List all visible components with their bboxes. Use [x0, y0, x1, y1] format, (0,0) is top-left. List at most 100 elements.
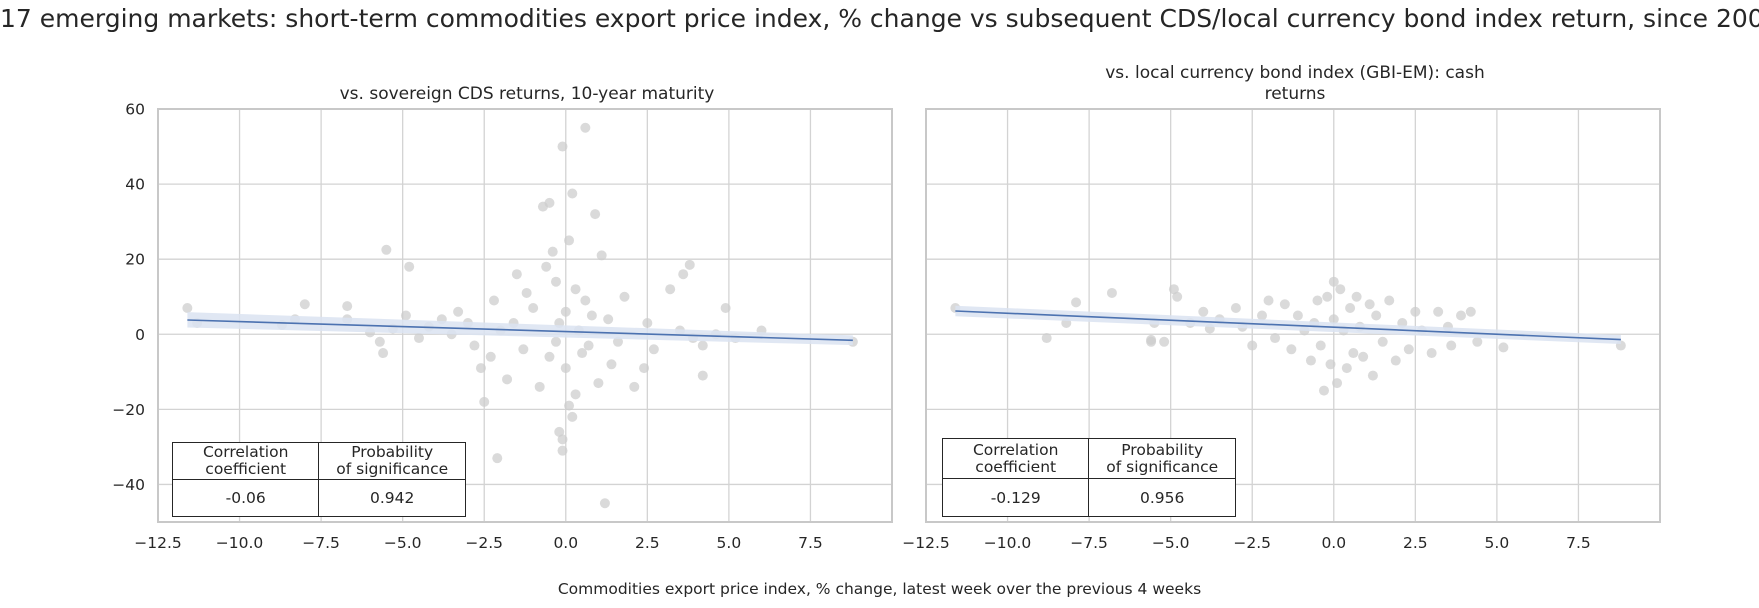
stats-header-text: Probability of significance	[1106, 440, 1219, 476]
scatter-point	[580, 122, 591, 133]
scatter-point	[678, 269, 689, 280]
scatter-point	[1345, 302, 1356, 313]
scatter-point	[557, 445, 568, 456]
stats-header-text: Correlation coefficient	[202, 443, 289, 478]
scatter-point	[577, 348, 588, 359]
scatter-point	[1446, 340, 1457, 351]
scatter-point	[489, 295, 500, 306]
scatter-point	[1270, 333, 1281, 344]
y-tick-label: −40	[112, 476, 145, 494]
scatter-point	[1465, 306, 1476, 317]
shared-x-axis-label: Commodities export price index, % change…	[557, 580, 1202, 598]
scatter-point	[583, 340, 594, 351]
scatter-point	[1325, 359, 1336, 370]
scatter-point	[619, 291, 630, 302]
stats-value-correlation: -0.129	[941, 478, 1090, 517]
stats-value-probability: 0.956	[1088, 478, 1236, 517]
x-tick-label: 7.5	[798, 534, 823, 552]
y-tick-label: −20	[112, 401, 145, 419]
scatter-point	[502, 374, 513, 385]
scatter-point	[1410, 306, 1421, 317]
scatter-point	[1168, 284, 1179, 295]
x-tick-label: 5.0	[1485, 534, 1510, 552]
x-tick-label: −5.0	[384, 534, 422, 552]
scatter-point	[606, 359, 617, 370]
panel-0: −12.5 −10.0 −7.5 −5.0 −2.5 0.0 2.5 5.0 7.5 −40 −20…	[112, 101, 893, 552]
x-tick-label: 0.0	[1321, 534, 1346, 552]
x-tick-label: 2.5	[1403, 534, 1428, 552]
scatter-point	[697, 340, 708, 351]
stats-header-correlation: Correlation coefficient	[941, 438, 1090, 479]
scatter-point	[1328, 314, 1339, 325]
regression-line	[955, 310, 1621, 341]
scatter-point	[550, 276, 561, 287]
y-tick-label: 40	[125, 176, 145, 194]
x-tick-label: 0.0	[553, 534, 578, 552]
scatter-point	[639, 363, 650, 374]
scatter-point	[1384, 295, 1395, 306]
scatter-point	[550, 336, 561, 347]
x-tick-label: −12.5	[902, 534, 950, 552]
scatter-point	[570, 389, 581, 400]
scatter-point	[642, 318, 653, 329]
x-tick-label: 5.0	[717, 534, 742, 552]
stats-header-probability: Probability of significance	[318, 442, 466, 480]
scatter-point	[1426, 348, 1437, 359]
scatter-point	[564, 235, 575, 246]
scatter-point	[1230, 302, 1241, 313]
stats-header-probability: Probability of significance	[1088, 438, 1236, 479]
scatter-point	[1159, 336, 1170, 347]
scatter-point	[1351, 291, 1362, 302]
stats-value-probability: 0.942	[318, 479, 466, 517]
scatter-point	[560, 306, 571, 317]
scatter-point	[1371, 310, 1382, 321]
scatter-point	[1498, 342, 1509, 353]
scatter-point	[665, 284, 676, 295]
scatter-point	[541, 261, 552, 272]
scatter-point	[564, 400, 575, 411]
stats-header-text: Correlation coefficient	[972, 440, 1059, 476]
scatter-point	[596, 250, 607, 261]
scatter-point	[528, 302, 539, 313]
confidence-band	[187, 312, 853, 346]
panel-right-subtitle: vs. local currency bond index (GBI-EM): …	[926, 63, 1664, 105]
scatter-point	[684, 259, 695, 270]
scatter-point	[1456, 310, 1467, 321]
scatter-point	[1328, 276, 1339, 287]
scatter-point	[342, 301, 353, 312]
scatter-point	[453, 306, 464, 317]
scatter-point	[1305, 355, 1316, 366]
scatter-point	[612, 336, 623, 347]
stats-value-correlation: -0.06	[171, 479, 320, 517]
scatter-point	[567, 188, 578, 199]
scatter-point	[374, 336, 385, 347]
scatter-point	[1472, 336, 1483, 347]
scatter-point	[1257, 310, 1268, 321]
scatter-point	[1367, 370, 1378, 381]
scatter-point	[182, 302, 193, 313]
plot-frame	[157, 108, 893, 523]
scatter-point	[299, 299, 310, 310]
x-tick-label: −7.5	[1070, 534, 1108, 552]
scatter-point	[557, 141, 568, 152]
scatter-point	[1322, 291, 1333, 302]
scatter-point	[580, 295, 591, 306]
scatter-point	[697, 370, 708, 381]
y-tick-label: 60	[125, 101, 145, 119]
scatter-point	[1286, 344, 1297, 355]
scatter-point	[1335, 284, 1346, 295]
x-tick-label: 7.5	[1566, 534, 1591, 552]
scatter-point	[413, 333, 424, 344]
scatter-point	[400, 310, 411, 321]
scatter-point	[518, 344, 529, 355]
x-tick-label: −10.0	[984, 534, 1032, 552]
scatter-point	[1433, 306, 1444, 317]
scatter-point	[567, 411, 578, 422]
scatter-point	[1279, 299, 1290, 310]
scatter-point	[1071, 297, 1082, 308]
panel-right-subtitle-line: returns	[1264, 84, 1326, 104]
scatter-point	[1358, 351, 1369, 362]
scatter-point	[1315, 340, 1326, 351]
scatter-point	[560, 363, 571, 374]
scatter-point	[648, 344, 659, 355]
